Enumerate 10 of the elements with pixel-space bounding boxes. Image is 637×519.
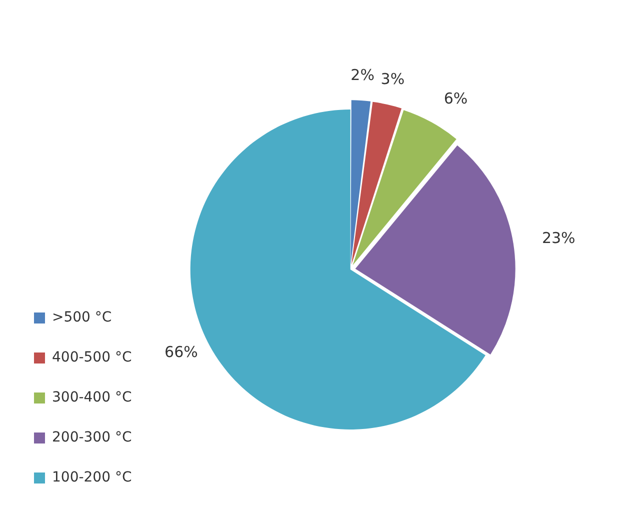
legend-label: 300-400 °C [52,390,132,406]
data-label: 6% [444,89,468,108]
legend-label: 100-200 °C [52,470,132,486]
data-label: 3% [380,70,405,88]
data-label: 23% [542,229,576,248]
data-label: 66% [164,343,198,362]
data-label: 2% [350,66,374,84]
legend-label: 400-500 °C [52,350,132,366]
legend-label: 200-300 °C [52,430,132,446]
legend-label: >500 °C [52,310,112,326]
